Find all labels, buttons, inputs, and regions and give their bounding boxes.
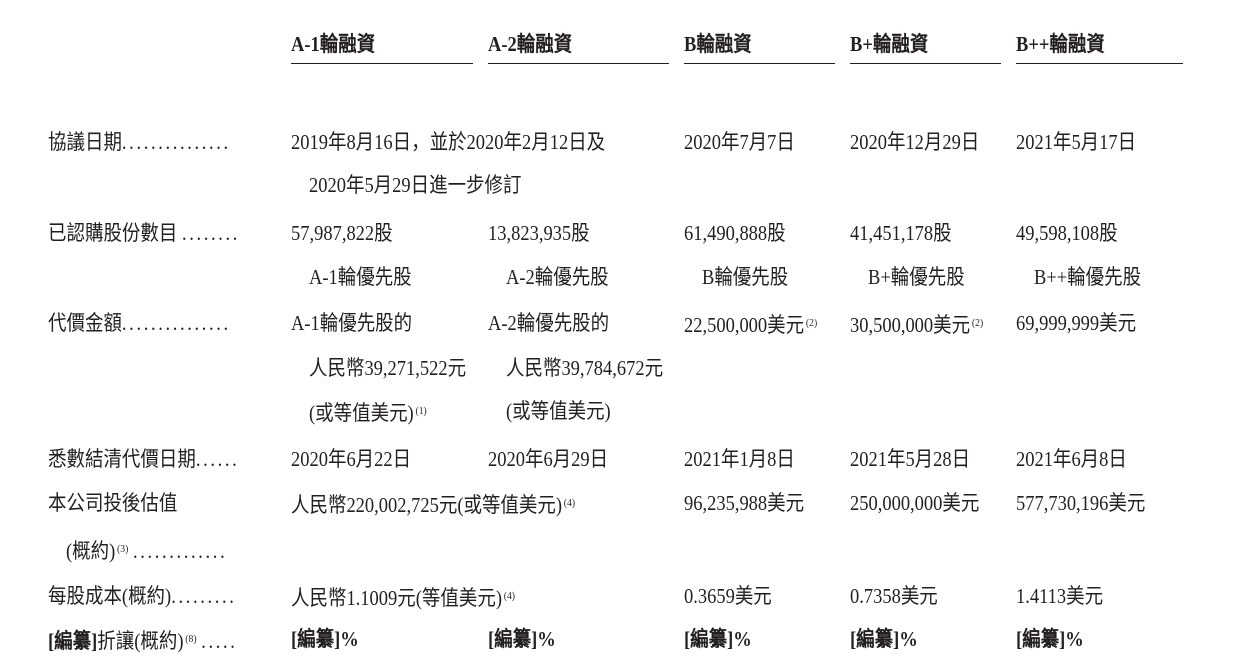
header-underline [1016,63,1183,64]
shares-b-class: B輪優先股 [702,265,789,289]
row-label-valuation-cont: (概約) (3) ............. [66,539,228,563]
discount-bplusplus: [編纂]% [1016,627,1084,651]
consideration-bplus: 30,500,000美元 (2) [850,313,984,337]
agreement-date-b: 2020年7月7日 [684,130,795,154]
shares-b: 61,490,888股 [684,221,786,245]
consideration-a1-line3: (或等值美元) (1) [309,401,427,425]
agreement-date-a1: 2019年8月16日，並於2020年2月12日及 [291,130,606,154]
shares-a1: 57,987,822股 [291,221,393,245]
header-underline [291,63,473,64]
settlement-bplus: 2021年5月28日 [850,447,971,471]
shares-a2-class: A-2輪優先股 [506,265,609,289]
valuation-b: 96,235,988美元 [684,491,805,515]
valuation-bplusplus: 577,730,196美元 [1016,491,1146,515]
discount-bplus: [編纂]% [850,627,918,651]
discount-b: [編纂]% [684,627,752,651]
cost-bplusplus: 1.4113美元 [1016,584,1104,608]
consideration-a2-line1: A-2輪優先股的 [488,311,610,335]
agreement-date-bplusplus: 2021年5月17日 [1016,130,1137,154]
discount-a2: [編纂]% [488,627,556,651]
header-bplusplus: B++輪融資 [1016,32,1105,56]
consideration-a1-line2: 人民幣39,271,522元 [309,356,467,380]
row-label-consideration: 代價金額............... [48,311,231,335]
shares-bplusplus: 49,598,108股 [1016,221,1118,245]
row-label-cost-per-share: 每股成本(概約)......... [48,584,237,608]
shares-bplusplus-class: B++輪優先股 [1034,265,1142,289]
consideration-bplusplus: 69,999,999美元 [1016,311,1137,335]
shares-bplus-class: B+輪優先股 [868,265,965,289]
header-a1: A-1輪融資 [291,32,376,56]
header-a2: A-2輪融資 [488,32,573,56]
shares-a1-class: A-1輪優先股 [309,265,412,289]
row-label-valuation: 本公司投後估值 [48,491,178,515]
valuation-bplus: 250,000,000美元 [850,491,980,515]
settlement-bplusplus: 2021年6月8日 [1016,447,1127,471]
consideration-a2-line2: 人民幣39,784,672元 [506,356,664,380]
agreement-date-bplus: 2020年12月29日 [850,130,980,154]
consideration-b: 22,500,000美元 (2) [684,313,818,337]
discount-a1: [編纂]% [291,627,359,651]
shares-a2: 13,823,935股 [488,221,590,245]
shares-bplus: 41,451,178股 [850,221,952,245]
row-label-discount: [編纂]折讓(概約) (8) ..... [48,629,238,653]
consideration-a1-line1: A-1輪優先股的 [291,311,413,335]
row-label-shares: 已認購股份數目 ........ [48,221,241,245]
cost-b: 0.3659美元 [684,584,772,608]
agreement-date-a1-cont: 2020年5月29日進一步修訂 [309,173,522,197]
header-b: B輪融資 [684,32,752,56]
row-label-settlement-date: 悉數結清代價日期...... [48,447,240,471]
header-underline [850,63,1001,64]
settlement-b: 2021年1月8日 [684,447,795,471]
settlement-a1: 2020年6月22日 [291,447,412,471]
consideration-a2-line3: (或等值美元) [506,399,611,423]
header-underline [684,63,835,64]
valuation-a: 人民幣220,002,725元(或等值美元) (4) [291,493,576,517]
settlement-a2: 2020年6月29日 [488,447,609,471]
cost-a: 人民幣1.1009元(等值美元) (4) [291,586,516,610]
row-label-agreement-date: 協議日期............... [48,130,231,154]
header-bplus: B+輪融資 [850,32,929,56]
header-underline [488,63,669,64]
cost-bplus: 0.7358美元 [850,584,938,608]
